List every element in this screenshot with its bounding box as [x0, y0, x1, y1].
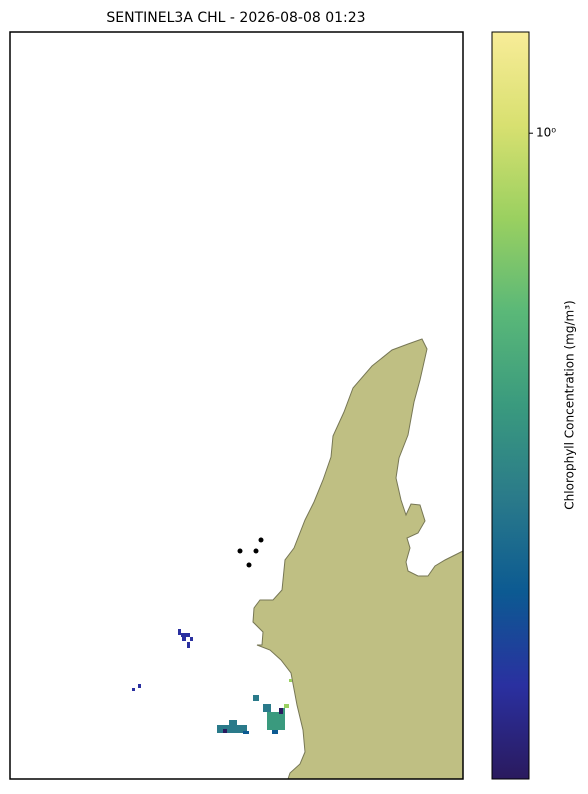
pixel — [272, 730, 278, 734]
pixel — [229, 720, 237, 725]
land — [252, 338, 464, 780]
station — [246, 562, 252, 568]
station — [237, 548, 243, 554]
pixel — [190, 637, 193, 641]
pixel — [223, 729, 227, 733]
pixel — [263, 704, 271, 712]
pixel — [243, 731, 249, 734]
pixel — [132, 688, 135, 691]
pixel — [178, 629, 181, 635]
station — [253, 548, 259, 554]
pixel — [289, 679, 292, 682]
pixel — [267, 712, 279, 730]
pixel — [187, 642, 190, 648]
station — [258, 537, 264, 543]
pixel — [284, 704, 289, 708]
map-area — [9, 31, 464, 780]
colorbar-tick-label: 10⁰ — [536, 126, 556, 140]
map-frame — [9, 31, 464, 780]
colorbar: 10⁰ — [491, 31, 556, 780]
pixel — [138, 684, 141, 688]
colorbar-ramp — [491, 31, 530, 780]
chl-pixels — [132, 629, 292, 734]
pixel — [253, 695, 259, 701]
colorbar-label: Chlorophyll Concentration (mg/m³) — [563, 300, 577, 509]
pixel — [217, 725, 247, 733]
map-title: SENTINEL3A CHL - 2026-08-08 01:23 — [106, 10, 365, 26]
pixel — [181, 633, 190, 637]
pixel — [279, 708, 283, 714]
stations — [237, 537, 264, 568]
pixel — [279, 708, 285, 730]
pixel — [182, 637, 186, 641]
